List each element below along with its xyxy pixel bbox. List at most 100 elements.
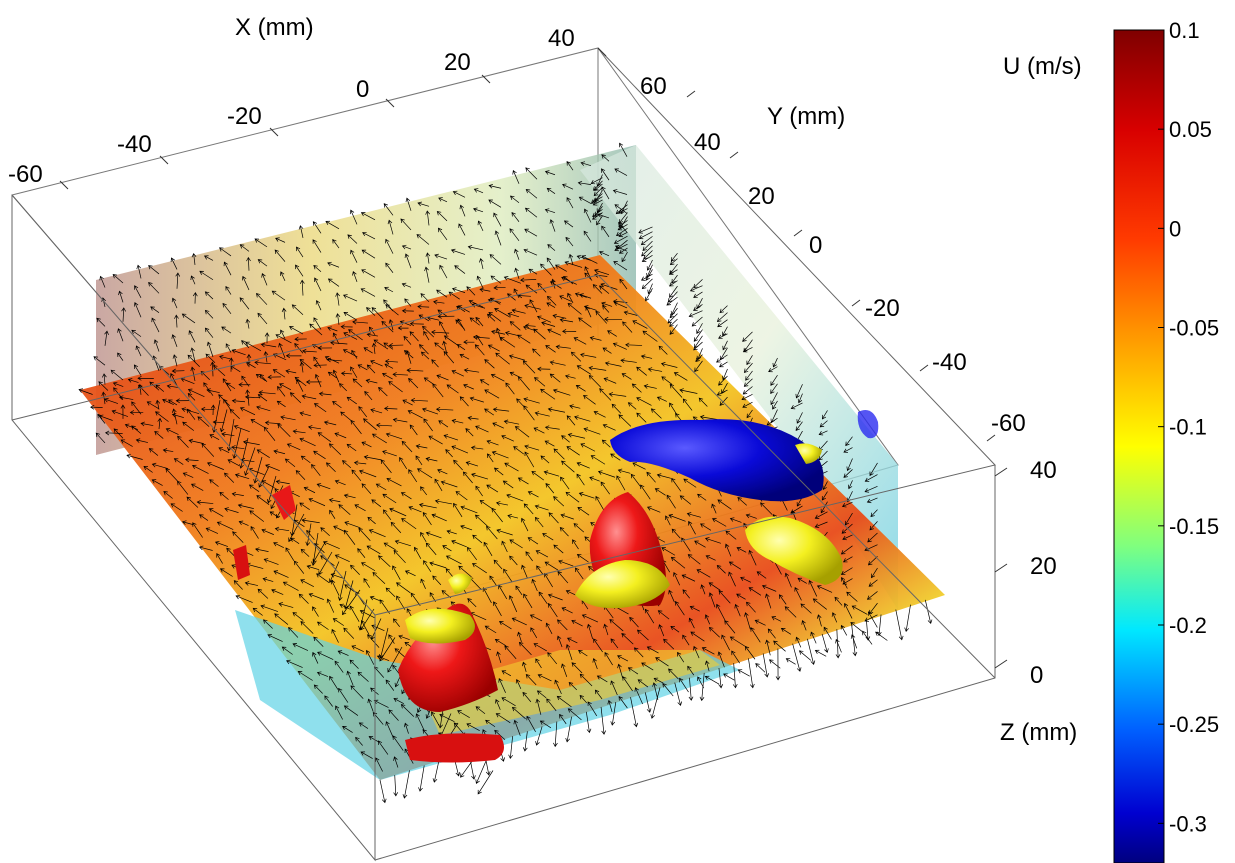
vector-arrow [565,644,573,661]
vector-arrow [209,434,220,440]
vector-arrow [177,435,189,448]
vector-arrow [814,521,828,528]
vector-arrow [98,381,109,391]
vector-arrow [226,418,235,452]
vector-arrow [383,406,398,411]
vector-arrow [770,392,778,406]
vector-arrow [495,352,510,365]
vector-arrow [559,295,572,302]
vector-arrow [78,388,93,395]
vector-arrow [384,286,394,293]
vector-arrow [467,546,478,561]
vector-arrow [436,210,448,222]
vector-arrow [823,626,832,640]
vector-arrow [313,362,327,368]
vector-arrow [655,657,669,667]
vector-arrow [335,313,341,325]
vector-arrow [834,596,843,606]
vector-arrow [210,404,216,416]
vector-arrow [865,619,871,641]
vector-arrow [734,603,741,617]
vector-arrow [577,180,592,186]
vector-arrow [307,425,321,430]
vector-arrow [393,549,406,564]
vector-arrow [537,366,551,372]
vector-arrow [387,646,403,673]
vector-arrow [501,697,516,707]
vector-arrow [401,244,412,250]
vector-arrow [384,359,398,364]
vector-arrow [695,354,703,363]
vector-arrow [453,502,463,518]
vector-arrow [544,170,556,176]
vector-arrow [708,626,720,638]
vector-arrow [436,289,448,298]
vector-arrow [327,326,338,332]
vector-arrow [463,383,474,390]
vector-arrow [810,631,817,644]
vector-arrow [275,237,286,243]
vector-arrow [357,671,369,682]
vector-arrow [191,464,209,474]
vector-arrow [623,310,638,316]
vector-arrow [392,417,408,423]
vector-arrow [750,627,761,643]
iso-yellow-d [745,516,843,585]
vector-arrow [129,410,144,415]
vector-arrow [349,659,359,669]
vector-arrow [529,299,538,313]
vector-arrow [170,503,183,512]
vector-arrow [501,670,512,677]
vector-arrow [600,706,607,735]
vector-arrow [393,756,399,768]
vector-arrow [842,556,853,563]
vector-arrow [148,265,160,275]
vector-arrow [686,512,701,518]
vector-arrow [559,526,569,537]
vector-arrow [592,284,603,294]
vector-arrow [265,464,280,472]
vector-arrow [385,432,403,440]
vector-arrow [719,396,728,406]
vector-arrow [579,694,588,704]
vector-arrow [151,479,163,486]
vector-arrow [409,331,419,342]
vector-arrow [224,472,235,483]
vector-arrow [248,484,260,492]
vector-arrow [617,468,631,474]
vector-arrow [592,209,603,217]
vector-arrow [729,517,742,523]
vector-arrow [486,525,498,540]
vector-arrow [618,696,628,709]
vector-arrow [219,568,233,577]
vector-arrow [760,502,773,515]
vector-arrow [191,252,197,265]
vector-arrow [328,443,342,456]
vector-arrow [607,330,617,337]
vector-arrow [603,377,617,384]
vector-arrow [325,220,340,230]
vector-arrow [576,473,585,486]
vector-arrow [554,264,567,272]
vector-arrow [523,503,534,515]
vector-arrow [111,409,129,417]
vector-arrow [555,344,571,350]
vector-arrow [323,420,337,426]
vector-arrow [640,273,653,281]
vector-arrow [553,496,565,507]
vector-arrow [486,439,499,446]
vector-arrow [322,540,340,550]
vector-arrow [502,480,514,489]
vector-arrow [517,477,529,485]
vector-arrow [469,317,480,326]
vector-arrow [437,468,448,475]
vector-arrow [437,227,448,241]
vector-arrow [509,195,520,204]
vector-arrow [668,269,678,275]
vector-arrow [314,373,322,388]
vector-arrow [762,653,770,678]
vector-arrow [671,528,681,539]
vector-arrow [742,386,753,395]
vector-arrow [274,249,286,262]
vector-arrow [767,628,776,639]
